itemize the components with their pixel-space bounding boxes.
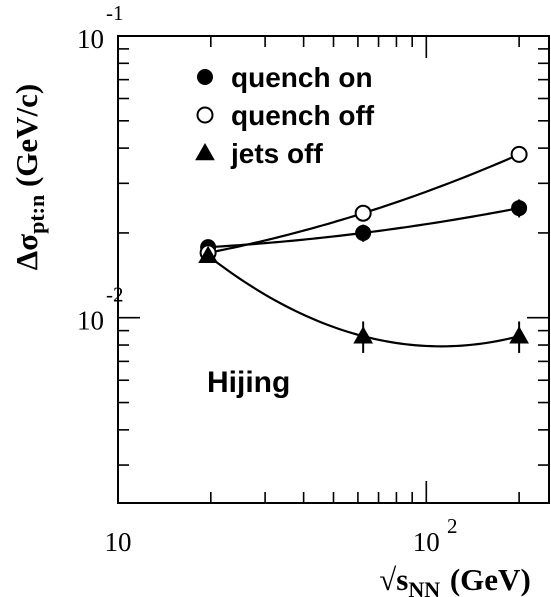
data-point-quench-on xyxy=(511,200,528,217)
data-point-jets-off xyxy=(353,326,374,344)
legend-marker-quench-off xyxy=(196,106,214,124)
legend-marker-quench-on xyxy=(197,69,213,85)
x-axis-title: √sNN (GeV) xyxy=(379,562,531,597)
data-point-quench-on xyxy=(355,224,372,241)
data-point-quench-off xyxy=(510,145,528,163)
legend-label-quench-off: quench off xyxy=(231,100,375,131)
data-point-jets-off xyxy=(198,245,218,263)
legend-label-jets-off: jets off xyxy=(230,138,323,169)
y-axis-title: Δσpt:n (GeV/c) xyxy=(9,84,49,270)
x-tick-label-exponent: 2 xyxy=(447,514,458,538)
y-tick-label-exponent: -2 xyxy=(106,283,124,307)
legend-marker-jets-off xyxy=(195,142,215,161)
legend-label-quench-on: quench on xyxy=(231,62,373,93)
annotation-hijing: Hijing xyxy=(207,366,290,399)
y-tick-label: 10 xyxy=(77,306,104,336)
data-point-jets-off xyxy=(509,326,529,344)
data-point-quench-off xyxy=(354,204,372,222)
x-tick-label: 10 xyxy=(105,527,132,557)
x-tick-label: 10 xyxy=(413,527,440,557)
y-tick-label-exponent: -1 xyxy=(106,1,124,25)
y-tick-label: 10 xyxy=(77,24,104,54)
